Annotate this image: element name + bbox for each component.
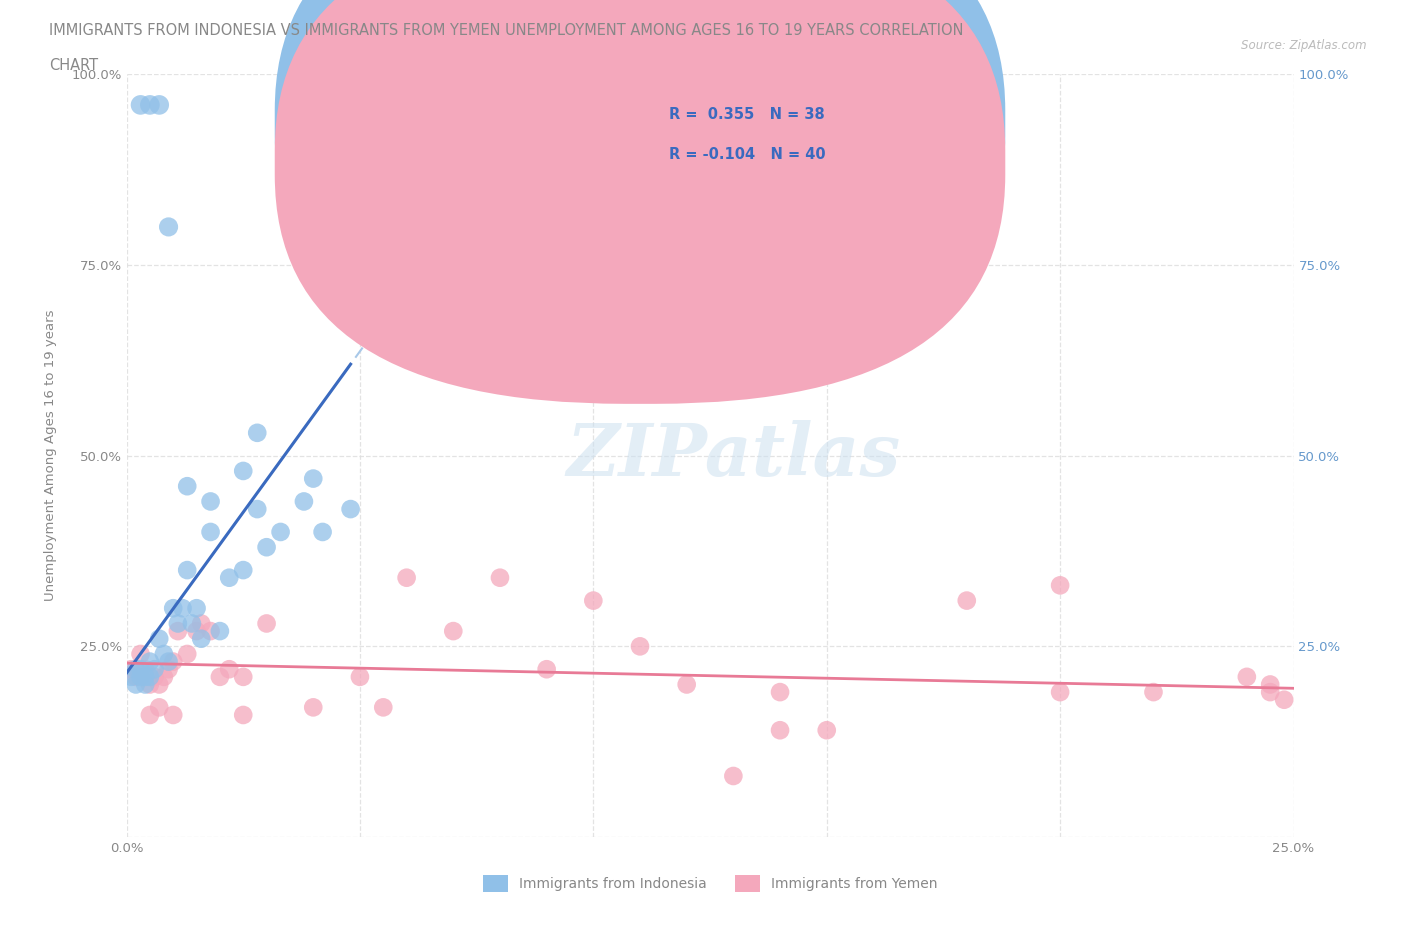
FancyBboxPatch shape — [605, 89, 949, 185]
Text: R = -0.104   N = 40: R = -0.104 N = 40 — [669, 147, 825, 162]
Point — [148, 631, 170, 646]
Legend: Immigrants from Indonesia, Immigrants from Yemen: Immigrants from Indonesia, Immigrants fr… — [477, 868, 943, 898]
Point — [120, 662, 142, 677]
Point — [232, 670, 254, 684]
Point — [134, 662, 156, 677]
Point — [129, 646, 152, 661]
Text: IMMIGRANTS FROM INDONESIA VS IMMIGRANTS FROM YEMEN UNEMPLOYMENT AMONG AGES 16 TO: IMMIGRANTS FROM INDONESIA VS IMMIGRANTS … — [49, 23, 963, 38]
Point — [167, 616, 190, 631]
Point — [143, 662, 166, 677]
Point — [395, 570, 418, 585]
Point — [139, 670, 162, 684]
Point — [134, 677, 156, 692]
Y-axis label: Unemployment Among Ages 16 to 19 years: Unemployment Among Ages 16 to 19 years — [45, 310, 58, 602]
Point — [139, 98, 162, 113]
Point — [172, 601, 194, 616]
Point — [200, 624, 222, 639]
Point — [302, 472, 325, 486]
Point — [1258, 677, 1281, 692]
FancyBboxPatch shape — [274, 0, 1005, 404]
Point — [218, 662, 240, 677]
Point — [129, 662, 152, 677]
Point — [139, 654, 162, 669]
Point — [218, 570, 240, 585]
Point — [292, 494, 315, 509]
Point — [157, 219, 180, 234]
Point — [373, 700, 395, 715]
Point — [769, 723, 792, 737]
Point — [176, 563, 198, 578]
Point — [186, 601, 208, 616]
Point — [120, 670, 142, 684]
Point — [153, 646, 176, 661]
Text: ZIPatlas: ZIPatlas — [567, 420, 900, 491]
Point — [489, 570, 512, 585]
Point — [246, 425, 269, 440]
Point — [1236, 670, 1258, 684]
Point — [232, 563, 254, 578]
Point — [180, 616, 202, 631]
Point — [311, 525, 333, 539]
Point — [134, 670, 156, 684]
Text: CHART: CHART — [49, 58, 98, 73]
Point — [190, 631, 212, 646]
Point — [157, 654, 180, 669]
FancyBboxPatch shape — [274, 0, 1005, 365]
Point — [723, 768, 745, 783]
Point — [232, 708, 254, 723]
Point — [628, 639, 651, 654]
Point — [190, 616, 212, 631]
Point — [1049, 578, 1071, 592]
Point — [143, 670, 166, 684]
Point — [176, 646, 198, 661]
Point — [162, 601, 184, 616]
Point — [125, 677, 148, 692]
Point — [153, 670, 176, 684]
Point — [148, 677, 170, 692]
Point — [675, 677, 697, 692]
Point — [125, 662, 148, 677]
Point — [176, 479, 198, 494]
Point — [139, 677, 162, 692]
Point — [582, 593, 605, 608]
Point — [167, 624, 190, 639]
Point — [200, 494, 222, 509]
Point — [148, 98, 170, 113]
Point — [125, 670, 148, 684]
Point — [349, 670, 371, 684]
Point — [186, 624, 208, 639]
Point — [256, 616, 278, 631]
Point — [302, 700, 325, 715]
Point — [157, 662, 180, 677]
Point — [441, 624, 464, 639]
Text: Source: ZipAtlas.com: Source: ZipAtlas.com — [1241, 39, 1367, 52]
Point — [139, 708, 162, 723]
Point — [956, 593, 979, 608]
Point — [1258, 684, 1281, 699]
Point — [769, 684, 792, 699]
Point — [1049, 684, 1071, 699]
Point — [536, 662, 558, 677]
Point — [129, 98, 152, 113]
Point — [208, 670, 231, 684]
Point — [162, 654, 184, 669]
Point — [1272, 692, 1295, 707]
Point — [200, 525, 222, 539]
Point — [232, 463, 254, 478]
Point — [246, 501, 269, 516]
Point — [270, 525, 292, 539]
Point — [162, 708, 184, 723]
Point — [148, 700, 170, 715]
Point — [815, 723, 838, 737]
Point — [256, 539, 278, 554]
Point — [129, 670, 152, 684]
Point — [208, 624, 231, 639]
Point — [1142, 684, 1164, 699]
Text: R =  0.355   N = 38: R = 0.355 N = 38 — [669, 107, 825, 122]
Point — [339, 501, 361, 516]
